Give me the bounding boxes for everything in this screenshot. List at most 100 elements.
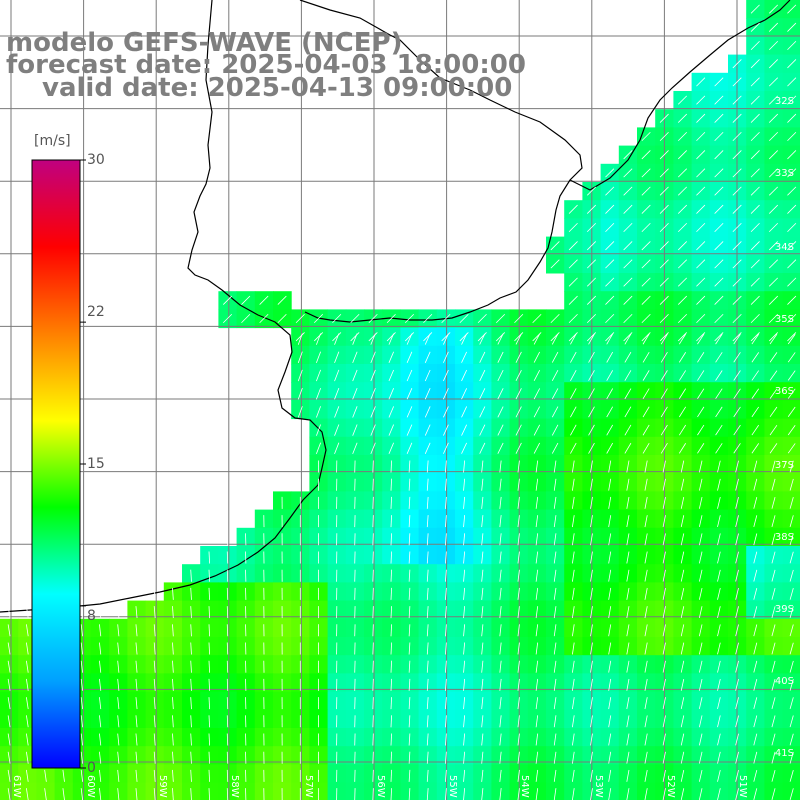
wind-arrow	[771, 642, 776, 655]
wind-arrow	[153, 769, 156, 782]
wind-arrow	[352, 369, 358, 382]
wind-speed-cell	[127, 728, 147, 747]
wind-arrow	[659, 113, 669, 123]
wind-arrow	[445, 587, 447, 600]
wind-speed-cell	[382, 345, 401, 365]
wind-arrow	[715, 443, 723, 454]
wind-speed-cell	[691, 436, 711, 456]
wind-arrow	[25, 751, 29, 764]
wind-arrow	[735, 660, 739, 673]
wind-arrow	[135, 660, 138, 673]
wind-speed-cell	[109, 673, 128, 693]
wind-speed-cell	[382, 436, 401, 456]
wind-arrow	[553, 678, 557, 691]
wind-arrow	[789, 679, 794, 691]
wind-arrow	[80, 660, 84, 673]
wind-arrow	[533, 442, 541, 454]
wind-arrow	[499, 569, 502, 582]
wind-arrow	[768, 59, 779, 69]
wind-arrow	[787, 59, 797, 69]
wind-arrow	[662, 515, 666, 528]
wind-arrow	[517, 697, 520, 710]
wind-arrow	[463, 697, 466, 710]
wind-arrow	[586, 295, 597, 305]
wind-arrow	[424, 351, 431, 363]
wind-arrow	[426, 551, 429, 564]
wind-arrow	[568, 295, 578, 305]
wind-speed-cell	[400, 400, 420, 420]
wind-speed-cell	[109, 746, 128, 765]
wind-arrow	[499, 697, 502, 710]
wind-arrow	[787, 332, 797, 342]
wind-arrow	[426, 515, 429, 528]
wind-arrow	[696, 295, 706, 305]
lat-label: 32S	[774, 96, 794, 107]
wind-arrow	[388, 424, 395, 436]
wind-arrow	[568, 277, 578, 287]
wind-speed-cell	[127, 746, 147, 765]
wind-arrow	[696, 168, 706, 178]
wind-arrow	[99, 788, 102, 800]
wind-arrow	[571, 660, 575, 673]
wind-speed-cell	[72, 782, 92, 800]
wind-arrow	[714, 277, 724, 287]
wind-arrow	[424, 406, 431, 418]
wind-arrow	[789, 770, 794, 782]
wind-arrow	[606, 424, 614, 436]
wind-arrow	[44, 769, 47, 782]
wind-arrow	[697, 443, 705, 454]
wind-arrow	[771, 679, 776, 691]
wind-speed-cell	[291, 382, 310, 401]
wind-arrow	[608, 769, 612, 782]
wind-arrow	[697, 406, 705, 418]
wind-arrow	[698, 533, 703, 546]
wind-arrow	[535, 788, 539, 800]
wind-arrow	[714, 77, 724, 87]
wind-arrow	[408, 569, 411, 582]
wind-arrow	[99, 606, 102, 619]
wind-arrow	[117, 697, 120, 710]
wind-arrow	[495, 332, 506, 342]
wind-arrow	[626, 624, 630, 637]
wind-arrow	[789, 588, 794, 600]
wind-arrow	[624, 351, 632, 363]
wind-speed-cell	[364, 382, 383, 401]
wind-arrow	[445, 678, 447, 691]
wind-arrow	[135, 715, 138, 728]
wind-arrow	[698, 642, 703, 655]
wind-arrow	[553, 515, 557, 528]
wind-arrow	[660, 370, 668, 381]
wind-arrow	[172, 678, 174, 691]
wind-arrow	[515, 351, 522, 363]
wind-arrow	[390, 496, 393, 509]
wind-arrow	[499, 496, 502, 509]
wind-arrow	[535, 678, 539, 691]
wind-arrow	[717, 733, 721, 746]
wind-speed-cell	[127, 637, 147, 656]
wind-arrow	[408, 533, 411, 546]
wind-arrow	[626, 606, 630, 619]
wind-arrow	[680, 478, 685, 491]
wind-arrow	[789, 624, 794, 637]
wind-arrow	[222, 313, 233, 324]
wind-arrow	[771, 569, 776, 582]
wind-arrow	[499, 715, 502, 728]
wind-arrow	[590, 533, 593, 546]
wind-arrow	[677, 313, 688, 324]
wind-speed-cell	[109, 709, 128, 729]
wind-arrow	[499, 587, 502, 600]
wind-arrow	[715, 370, 723, 381]
wind-arrow	[172, 769, 174, 782]
wind-arrow	[295, 332, 305, 342]
wind-arrow	[753, 678, 758, 691]
wind-arrow	[715, 424, 723, 436]
wind-arrow	[570, 370, 577, 381]
wind-arrow	[443, 442, 449, 454]
wind-arrow	[733, 333, 741, 345]
wind-arrow	[25, 642, 29, 655]
wind-arrow	[499, 624, 502, 637]
wind-arrow	[753, 515, 758, 528]
wind-arrow	[208, 642, 211, 655]
wind-speed-cell	[564, 345, 583, 365]
title-valid-date: valid date: 2025-04-13 09:00:00	[42, 73, 513, 103]
